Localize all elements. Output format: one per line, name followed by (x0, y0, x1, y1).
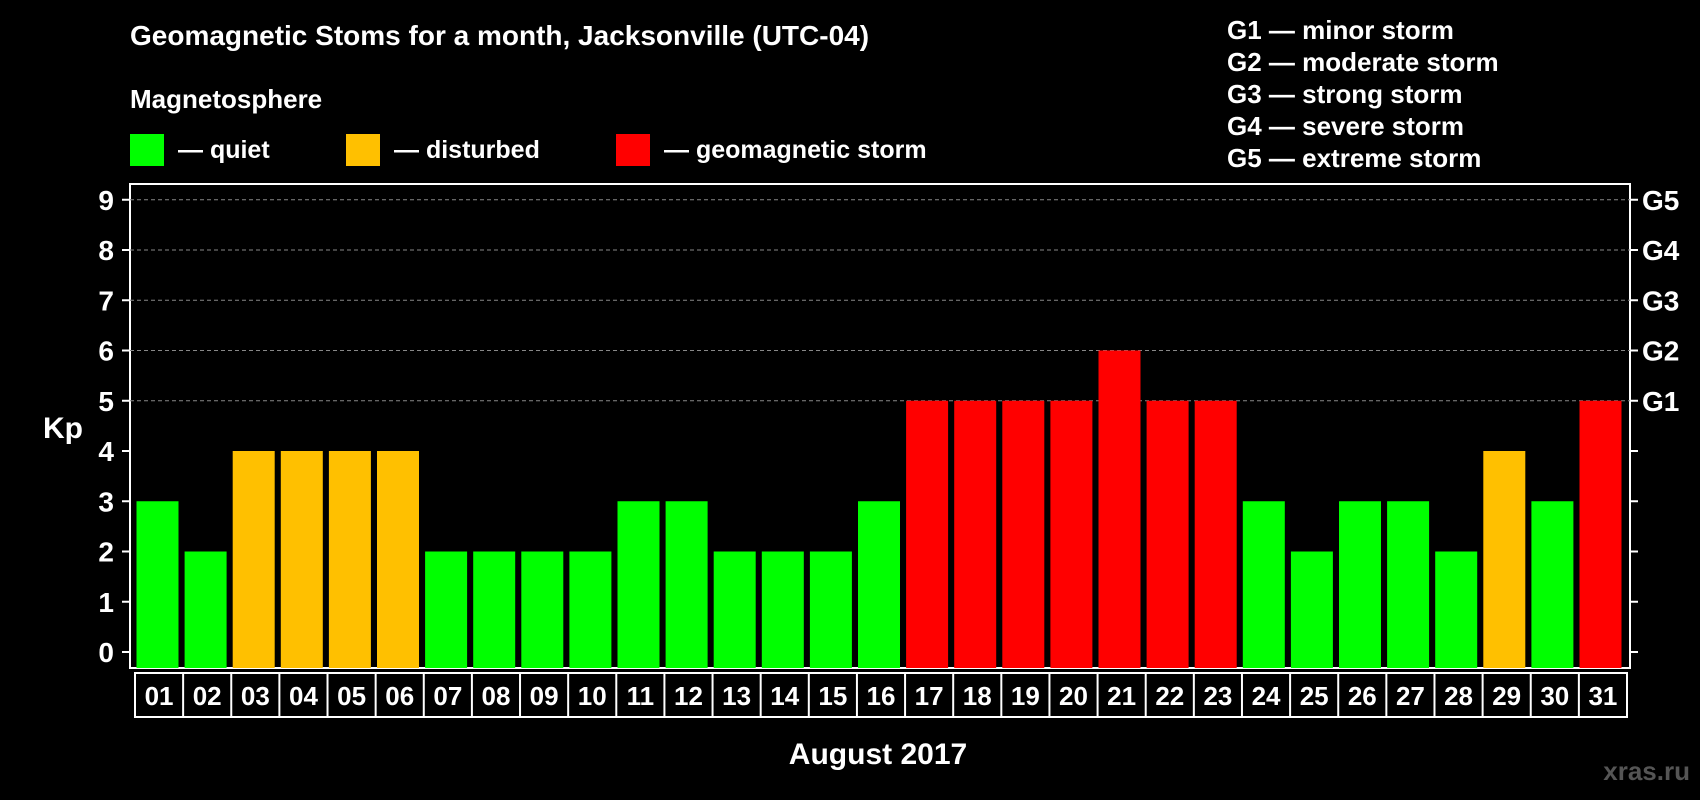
x-tick-label: 03 (241, 681, 270, 711)
x-tick-label: 09 (530, 681, 559, 711)
bar-09 (521, 551, 564, 668)
legend-subtitle: Magnetosphere (130, 84, 323, 114)
y-tick-label: 0 (98, 637, 114, 668)
bar-04 (280, 451, 323, 668)
bar-08 (473, 551, 516, 668)
y-tick-label: 9 (98, 185, 114, 216)
bar-12 (665, 501, 708, 668)
right-axis-label: G5 (1642, 185, 1679, 216)
bar-22 (1146, 400, 1189, 668)
legend-label-quiet: — quiet (178, 135, 270, 164)
y-tick-label: 7 (98, 285, 114, 316)
bar-24 (1242, 501, 1285, 668)
x-tick-label: 16 (867, 681, 896, 711)
y-tick-label: 1 (98, 587, 114, 618)
x-tick-label: 26 (1348, 681, 1377, 711)
bar-30 (1531, 501, 1574, 668)
x-tick-label: 04 (289, 681, 318, 711)
bar-18 (954, 400, 997, 668)
y-axis-title: Kp (43, 412, 83, 445)
x-tick-label: 05 (337, 681, 366, 711)
x-tick-label: 14 (770, 681, 799, 711)
g-scale-list: G1 — minor storm G2 — moderate storm G3 … (1227, 14, 1499, 174)
bar-26 (1339, 501, 1381, 668)
x-tick-label: 25 (1300, 681, 1329, 711)
x-label-frame (134, 672, 1628, 718)
bar-29 (1483, 451, 1526, 668)
x-tick-label: 31 (1588, 681, 1617, 711)
bar-07 (425, 551, 468, 668)
g-scale-g1: G1 — minor storm (1227, 15, 1454, 45)
legend-item-storm: — geomagnetic storm (616, 134, 927, 166)
legend-item-quiet: — quiet (130, 134, 270, 166)
bar-31 (1579, 400, 1622, 668)
y-tick-label: 3 (98, 486, 114, 517)
bar-03 (232, 451, 275, 668)
y-tick-label: 2 (98, 537, 114, 568)
x-tick-label: 15 (818, 681, 847, 711)
x-tick-label: 11 (627, 681, 655, 711)
bar-10 (569, 551, 612, 668)
g-scale-g5: G5 — extreme storm (1227, 143, 1482, 173)
bar-11 (617, 501, 660, 668)
legend-swatch-disturbed (346, 134, 380, 166)
bar-21 (1098, 350, 1141, 668)
x-tick-label: 08 (482, 681, 511, 711)
bar-19 (1002, 400, 1045, 668)
bar-20 (1050, 400, 1093, 668)
x-tick-label: 24 (1252, 681, 1281, 711)
chart-title: Geomagnetic Stoms for a month, Jacksonvi… (130, 20, 870, 51)
x-tick-label: 10 (578, 681, 607, 711)
x-tick-label: 29 (1492, 681, 1521, 711)
bar-01 (136, 501, 179, 668)
g-scale-g4: G4 — severe storm (1227, 111, 1465, 141)
y-tick-label: 6 (98, 336, 114, 367)
bar-02 (184, 551, 227, 668)
bar-16 (858, 501, 900, 668)
legend-label-disturbed: — disturbed (394, 135, 540, 164)
g-scale-g2: G2 — moderate storm (1227, 47, 1499, 77)
x-tick-label: 19 (1011, 681, 1040, 711)
legend-swatch-storm (616, 134, 650, 166)
watermark: xras.ru (1603, 756, 1690, 786)
x-tick-label: 02 (193, 681, 222, 711)
x-tick-label: 13 (722, 681, 751, 711)
y-tick-label: 5 (98, 386, 114, 417)
y-tick-label: 8 (98, 235, 114, 266)
g-scale-g3: G3 — strong storm (1227, 79, 1463, 109)
x-tick-label: 28 (1444, 681, 1473, 711)
bar-23 (1194, 400, 1237, 668)
bar-17 (906, 400, 949, 668)
right-axis-label: G4 (1642, 235, 1680, 266)
bar-27 (1387, 501, 1430, 668)
y-tick-label: 4 (98, 436, 114, 467)
right-axis-label: G1 (1642, 386, 1679, 417)
x-tick-label: 23 (1203, 681, 1232, 711)
legend-swatch-quiet (130, 134, 164, 166)
legend-item-disturbed: — disturbed (346, 134, 540, 166)
x-tick-label: 18 (963, 681, 992, 711)
x-tick-label: 12 (674, 681, 703, 711)
bar-14 (761, 551, 804, 668)
bar-05 (328, 451, 371, 668)
bar-06 (377, 451, 419, 668)
x-axis-title: August 2017 (789, 738, 967, 771)
x-tick-label: 06 (385, 681, 414, 711)
x-tick-label: 17 (915, 681, 944, 711)
x-tick-label: 30 (1540, 681, 1569, 711)
x-tick-label: 21 (1107, 681, 1136, 711)
bar-15 (809, 551, 852, 668)
right-axis-label: G3 (1642, 285, 1679, 316)
x-tick-label: 22 (1155, 681, 1184, 711)
x-tick-label: 07 (433, 681, 462, 711)
x-tick-label: 01 (145, 681, 174, 711)
bar-25 (1290, 551, 1333, 668)
legend-label-storm: — geomagnetic storm (664, 135, 927, 164)
right-axis-label: G2 (1642, 336, 1679, 367)
x-tick-label: 27 (1396, 681, 1425, 711)
bar-28 (1435, 551, 1478, 668)
bar-13 (713, 551, 756, 668)
x-tick-label: 20 (1059, 681, 1088, 711)
